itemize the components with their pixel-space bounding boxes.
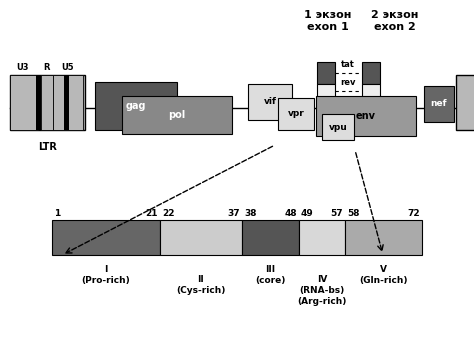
Bar bbox=[10, 75, 85, 130]
Text: U3: U3 bbox=[17, 63, 29, 72]
Text: 37: 37 bbox=[228, 209, 240, 218]
Bar bbox=[362, 84, 380, 104]
Bar bbox=[53, 75, 83, 130]
Bar bbox=[242, 220, 299, 255]
Bar bbox=[317, 62, 335, 84]
Text: 72: 72 bbox=[407, 209, 420, 218]
Text: rev: rev bbox=[340, 78, 356, 87]
Bar bbox=[160, 220, 242, 255]
Text: U5: U5 bbox=[62, 63, 74, 72]
Text: 22: 22 bbox=[162, 209, 174, 218]
Text: vif: vif bbox=[264, 97, 276, 106]
Text: nef: nef bbox=[431, 99, 447, 109]
Text: tat: tat bbox=[341, 60, 355, 69]
Bar bbox=[10, 75, 38, 130]
Text: LTR: LTR bbox=[38, 142, 57, 152]
Text: 1 экзон
exon 1: 1 экзон exon 1 bbox=[304, 10, 352, 32]
Bar bbox=[122, 96, 232, 134]
Bar bbox=[322, 114, 354, 140]
Text: 21: 21 bbox=[146, 209, 158, 218]
Text: 2 экзон
exon 2: 2 экзон exon 2 bbox=[371, 10, 419, 32]
Text: V
(Gln-rich): V (Gln-rich) bbox=[359, 265, 408, 285]
Text: pol: pol bbox=[168, 110, 186, 120]
Bar bbox=[64, 75, 69, 130]
Bar bbox=[456, 75, 474, 130]
Text: IV
(RNA-bs)
(Arg-rich): IV (RNA-bs) (Arg-rich) bbox=[297, 275, 346, 306]
Text: 48: 48 bbox=[284, 209, 297, 218]
Text: III
(core): III (core) bbox=[255, 265, 286, 285]
Text: vpu: vpu bbox=[328, 123, 347, 131]
Text: R: R bbox=[44, 63, 50, 72]
Bar bbox=[278, 98, 314, 130]
Text: II
(Cys-rich): II (Cys-rich) bbox=[176, 275, 226, 295]
Text: I
(Pro-rich): I (Pro-rich) bbox=[82, 265, 130, 285]
Bar bbox=[95, 82, 177, 130]
Text: gag: gag bbox=[126, 101, 146, 111]
Bar bbox=[299, 220, 345, 255]
Bar bbox=[36, 75, 41, 130]
Bar bbox=[41, 75, 53, 130]
Bar bbox=[52, 220, 160, 255]
Text: 1: 1 bbox=[54, 209, 60, 218]
Bar bbox=[424, 86, 454, 122]
Text: vpr: vpr bbox=[288, 110, 304, 119]
Text: 57: 57 bbox=[330, 209, 343, 218]
Text: 49: 49 bbox=[301, 209, 314, 218]
Text: env: env bbox=[356, 111, 376, 121]
Bar bbox=[317, 84, 335, 104]
Bar bbox=[345, 220, 422, 255]
Bar bbox=[248, 84, 292, 120]
Bar bbox=[362, 62, 380, 84]
Text: 38: 38 bbox=[244, 209, 256, 218]
Bar bbox=[316, 96, 416, 136]
Text: 58: 58 bbox=[347, 209, 359, 218]
